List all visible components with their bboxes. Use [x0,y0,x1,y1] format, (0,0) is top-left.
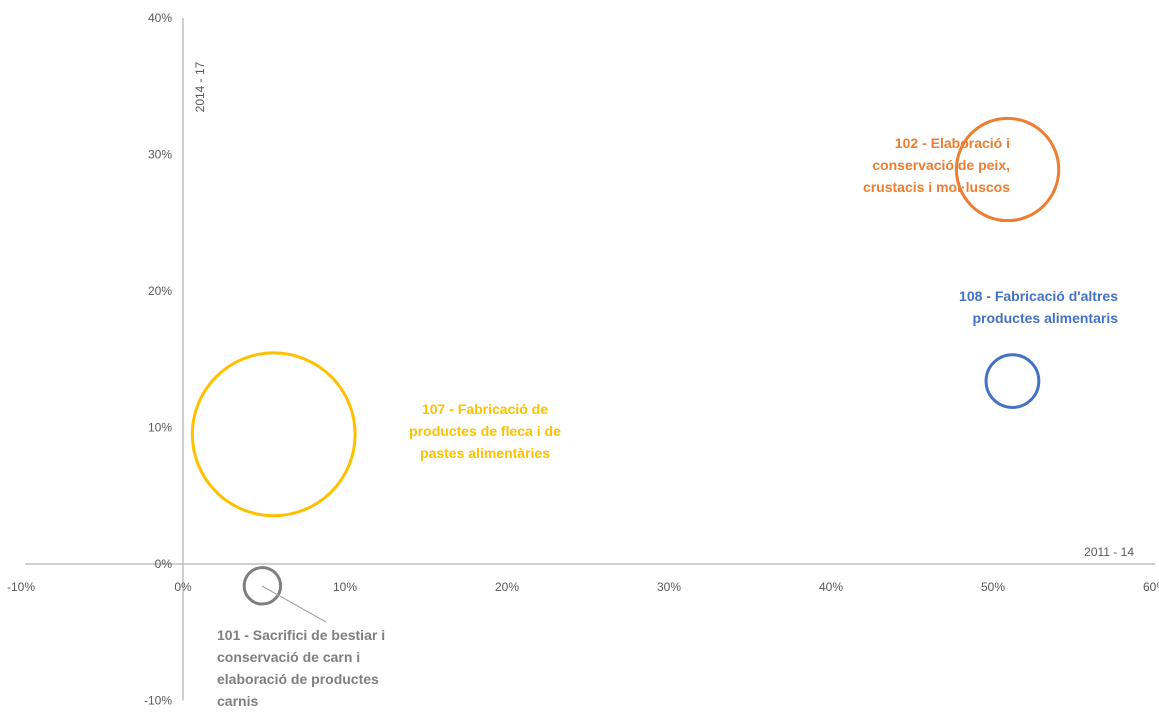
axes-group [25,18,1155,701]
y-tick-label: -10% [144,694,172,708]
x-tick-label: -10% [7,580,35,594]
bubble-101 [242,566,283,606]
x-tick-label: 20% [495,580,519,594]
bubble-label-102: 102 - Elaboració i conservació de peix, cr… [863,135,1010,195]
x-tick-label: 40% [819,580,843,594]
y-tick-label: 30% [148,148,172,162]
bubbles-group [190,116,1061,606]
x-tick-label: 30% [657,580,681,594]
x-axis-title: 2011 - 14 [1084,545,1134,559]
x-tick-label: 10% [333,580,357,594]
x-tick-label: 0% [174,580,192,594]
label-leader-line [261,585,327,623]
bubble-labels-group: 101 - Sacrifici de bestiar i conservació … [217,135,1118,709]
bubble-107 [190,351,357,518]
bubble-label-107: 107 - Fabricació de productes de fleca i … [409,401,561,461]
bubble-label-101: 101 - Sacrifici de bestiar i conservació … [217,627,385,709]
bubble-108 [984,353,1041,409]
y-axis-title: 2014 - 17 [193,61,207,112]
y-tick-label: 10% [148,421,172,435]
y-tick-label: 20% [148,284,172,298]
bubble-label-108: 108 - Fabricació d'altres productes alime… [959,288,1118,326]
tick-labels-group: -10% 0% 10% 20% 30% 40% 50% 60% -10% 0% 10% 20% 30% 4… [7,11,1159,708]
y-tick-label: 40% [148,11,172,25]
bubble-102 [954,116,1061,223]
x-tick-label: 60% [1143,580,1159,594]
x-tick-label: 50% [981,580,1005,594]
y-tick-label: 0% [155,557,173,571]
